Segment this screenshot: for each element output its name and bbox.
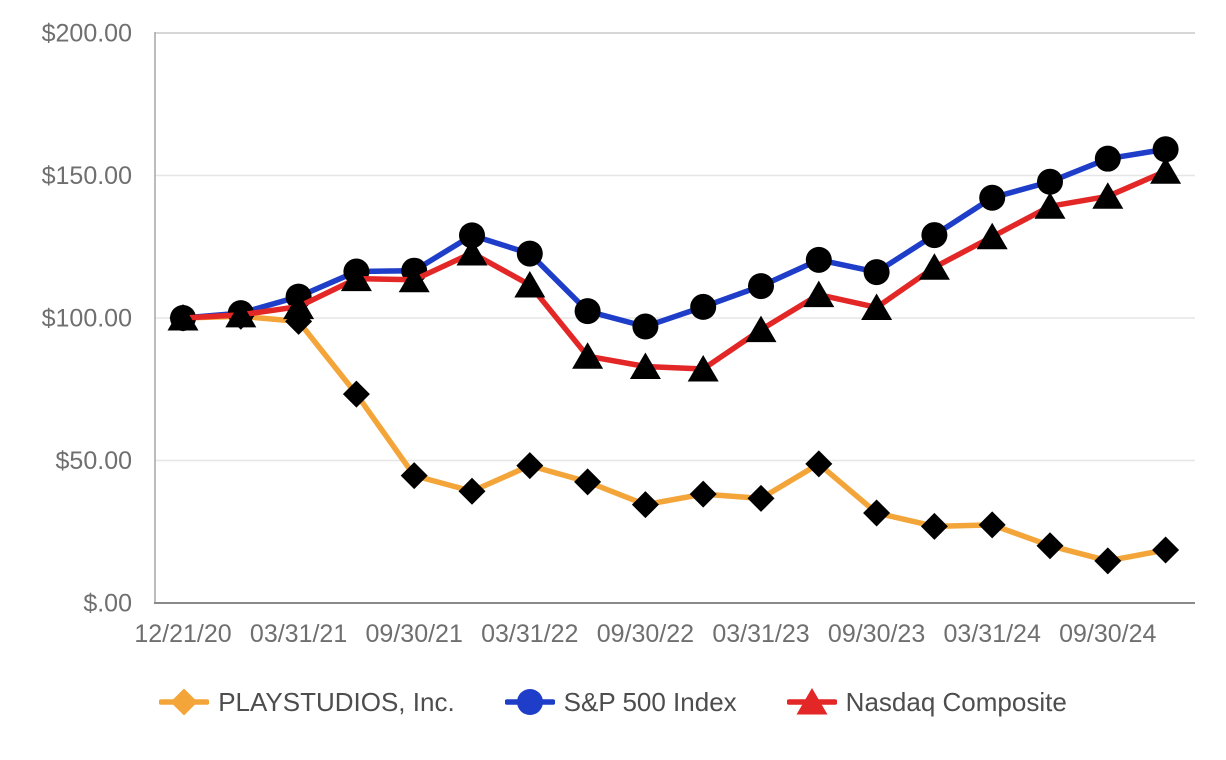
data-point-triangle: [456, 239, 488, 266]
data-point-triangle: [225, 300, 257, 328]
data-point-triangle: [796, 688, 828, 715]
x-tick-label: 09/30/21: [366, 620, 463, 648]
series-playstudios-inc: [169, 302, 1180, 575]
series-line: [180, 168, 1169, 372]
data-point-triangle: [167, 304, 199, 331]
data-point-diamond: [516, 452, 544, 480]
data-point-circle: [459, 222, 485, 249]
series-nasdaq-composite: [167, 157, 1182, 382]
data-point-diamond: [342, 380, 370, 408]
x-tick-label: 03/31/24: [944, 620, 1041, 648]
data-point-triangle: [283, 292, 315, 320]
x-tick-label: 03/31/23: [712, 620, 809, 648]
data-point-diamond: [978, 511, 1006, 539]
data-point-triangle: [1150, 157, 1182, 184]
legend-item-sp500: S&P 500 Index: [504, 686, 737, 718]
data-point-diamond: [747, 484, 775, 512]
y-tick-label: $100.00: [42, 305, 132, 333]
data-point-triangle: [918, 253, 950, 280]
legend-item-nasdaq: Nasdaq Composite: [786, 686, 1067, 718]
y-tick-label: $.00: [83, 590, 132, 618]
data-point-circle: [805, 246, 832, 273]
data-point-triangle: [687, 355, 719, 382]
x-tick-label: 09/30/24: [1059, 620, 1156, 648]
data-point-diamond: [400, 462, 428, 490]
y-tick-label: $50.00: [56, 447, 132, 475]
data-point-diamond: [574, 468, 602, 496]
data-point-circle: [690, 293, 717, 320]
data-point-circle: [748, 273, 774, 300]
x-tick-label: 09/30/23: [828, 620, 925, 648]
legend-label-sp500: S&P 500 Index: [563, 687, 737, 717]
data-point-circle: [516, 689, 543, 715]
data-point-circle: [516, 240, 543, 267]
performance-line-chart: $.00 $50.00 $100.00 $150.00 $200.00 12/21/20 0…: [42, 20, 1195, 648]
series-s-p-500-index: [170, 136, 1179, 340]
data-point-triangle: [803, 280, 835, 308]
data-point-triangle: [629, 352, 661, 379]
data-point-triangle: [745, 315, 777, 343]
data-point-triangle: [514, 270, 546, 298]
legend-item-playstudios: PLAYSTUDIOS, Inc.: [159, 686, 455, 718]
data-point-diamond: [805, 450, 833, 478]
data-point-diamond: [1152, 536, 1180, 564]
triangle-marker-icon: [786, 688, 837, 715]
legend-label-nasdaq: Nasdaq Composite: [845, 687, 1067, 717]
data-point-diamond: [920, 512, 948, 540]
x-tick-label: 09/30/22: [597, 620, 694, 648]
data-point-diamond: [458, 477, 486, 505]
data-point-triangle: [1092, 182, 1124, 209]
data-point-circle: [979, 184, 1006, 211]
data-point-triangle: [340, 264, 372, 292]
series-line: [180, 313, 1169, 564]
y-tick-label: $200.00: [42, 20, 132, 48]
legend-label-playstudios: PLAYSTUDIOS, Inc.: [218, 687, 455, 717]
circle-marker-icon: [504, 689, 555, 715]
data-point-diamond: [1094, 547, 1122, 575]
data-point-triangle: [572, 342, 604, 369]
data-point-triangle: [976, 222, 1008, 250]
data-point-diamond: [170, 688, 198, 716]
data-point-circle: [632, 313, 659, 340]
data-point-circle: [574, 298, 601, 325]
y-tick-label: $150.00: [42, 162, 132, 190]
data-point-circle: [1037, 168, 1063, 195]
diamond-marker-icon: [159, 688, 210, 716]
data-point-triangle: [861, 293, 893, 320]
data-point-triangle: [1034, 192, 1066, 219]
data-point-triangle: [398, 265, 430, 293]
data-point-circle: [921, 222, 948, 249]
data-point-diamond: [863, 499, 891, 527]
data-point-diamond: [689, 480, 717, 508]
data-point-circle: [863, 259, 890, 286]
data-point-diamond: [1036, 532, 1064, 560]
chart-legend: PLAYSTUDIOS, Inc. S&P 500 Index Nasdaq C…: [0, 686, 1226, 718]
x-tick-label: 03/31/22: [481, 620, 578, 648]
data-point-circle: [1152, 136, 1179, 163]
x-tick-label: 12/21/20: [134, 620, 231, 648]
data-point-diamond: [631, 491, 659, 519]
x-tick-label: 03/31/21: [250, 620, 347, 648]
data-point-circle: [1094, 145, 1121, 172]
